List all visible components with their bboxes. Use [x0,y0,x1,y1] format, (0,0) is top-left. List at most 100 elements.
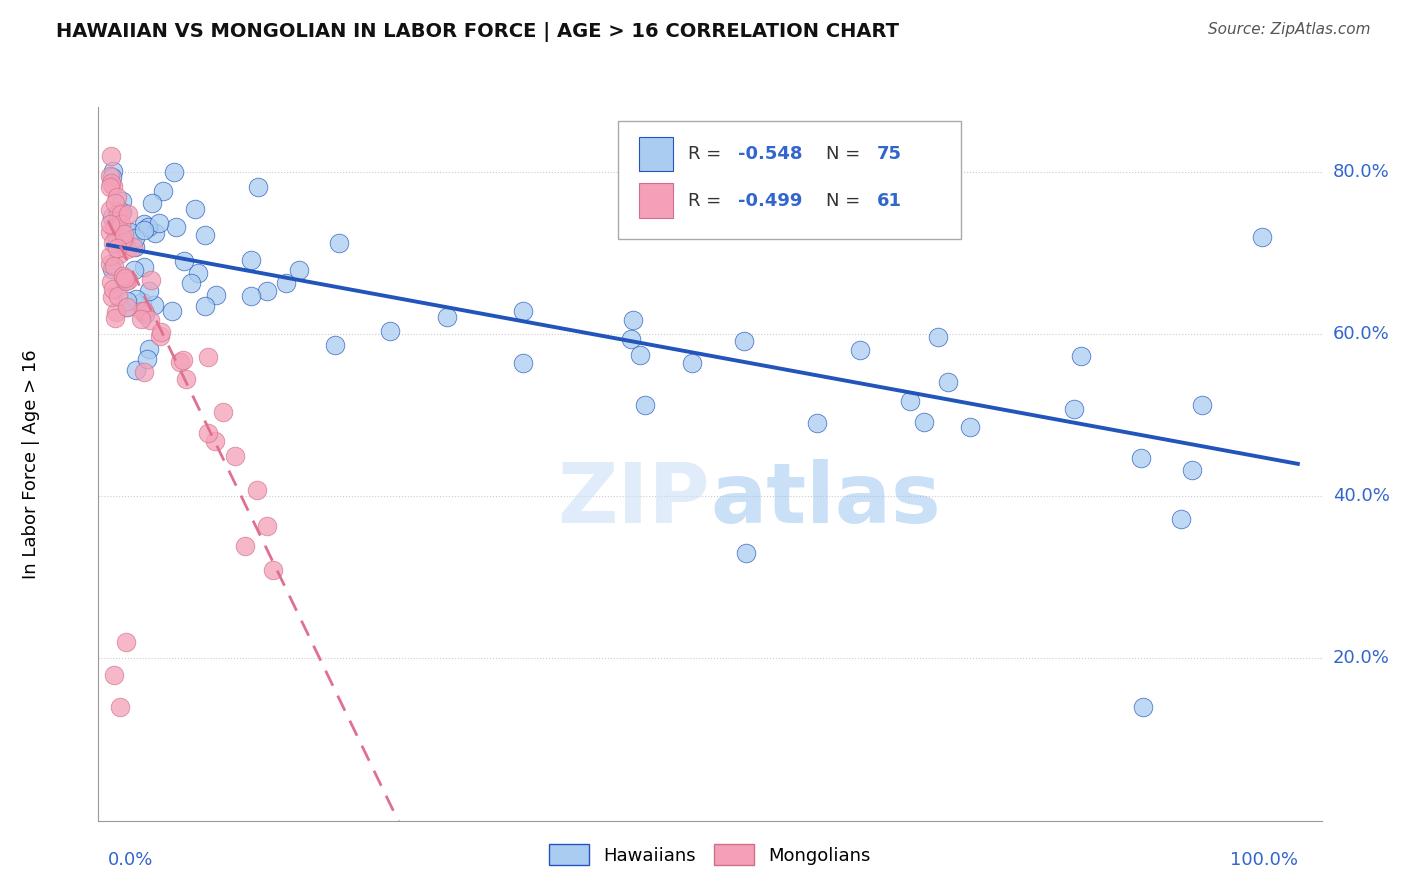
Point [98,217,121,231]
Point [633,398,655,412]
Text: R =: R = [688,145,727,163]
Point [101,170,124,185]
Point [160,304,183,318]
Point [98,180,121,194]
Text: -0.548: -0.548 [738,145,803,163]
Point [328,236,350,251]
Point [1132,700,1154,714]
Point [233,539,256,553]
Point [256,519,278,533]
Text: ZIP: ZIP [558,459,710,540]
Point [100,275,122,289]
Point [131,304,153,318]
Point [1063,402,1085,417]
FancyBboxPatch shape [619,121,960,239]
Point [103,667,125,681]
Point [136,220,159,235]
Point [124,240,146,254]
Point [131,294,153,309]
Point [1191,398,1213,412]
Text: R =: R = [688,192,727,210]
Point [138,342,160,356]
Point [105,241,128,255]
FancyBboxPatch shape [640,137,673,171]
Point [134,303,156,318]
Point [149,328,172,343]
Point [101,282,124,296]
Point [1070,349,1092,363]
Point [197,425,219,440]
Point [621,312,644,326]
FancyBboxPatch shape [640,184,673,218]
Text: atlas: atlas [710,459,941,540]
Point [135,351,157,366]
Text: In Labor Force | Age > 16: In Labor Force | Age > 16 [22,349,41,579]
Point [1181,463,1204,477]
Point [132,365,155,379]
Point [149,325,172,339]
Point [197,350,219,364]
Point [122,240,145,254]
Point [239,252,262,267]
Point [129,312,152,326]
Point [100,249,122,263]
Point [927,330,949,344]
Point [194,300,217,314]
Point [124,293,146,307]
Point [115,293,138,308]
Point [148,216,170,230]
Point [100,149,122,163]
Point [114,635,136,649]
Point [120,225,142,239]
Point [139,273,162,287]
Point [620,333,643,347]
Point [104,310,127,325]
Text: -0.499: -0.499 [738,192,803,210]
Text: N =: N = [827,145,866,163]
Point [165,220,187,235]
Point [378,325,401,339]
Text: HAWAIIAN VS MONGOLIAN IN LABOR FORCE | AGE > 16 CORRELATION CHART: HAWAIIAN VS MONGOLIAN IN LABOR FORCE | A… [56,22,900,42]
Text: Source: ZipAtlas.com: Source: ZipAtlas.com [1208,22,1371,37]
Text: 100.0%: 100.0% [1230,851,1298,869]
Point [194,227,217,242]
Point [122,263,145,277]
Point [132,218,155,232]
Point [103,178,125,193]
Point [172,353,194,368]
Text: 20.0%: 20.0% [1333,649,1389,667]
Text: 0.0%: 0.0% [108,851,153,869]
Point [125,363,148,377]
Point [103,222,125,236]
Point [104,304,127,318]
Point [205,287,228,301]
Point [256,284,278,298]
Text: 75: 75 [876,145,901,163]
Point [180,276,202,290]
Point [112,235,135,249]
Text: 80.0%: 80.0% [1333,163,1389,181]
Point [134,223,156,237]
Point [98,257,121,271]
Point [436,310,458,324]
Point [681,356,703,370]
Point [152,184,174,198]
Point [898,393,921,408]
Point [100,176,122,190]
Point [101,235,124,250]
Point [959,420,981,434]
Point [114,274,136,288]
Point [134,307,156,321]
Point [111,232,134,246]
Point [806,416,828,430]
Point [112,269,135,284]
Point [224,449,246,463]
Point [512,303,534,318]
Point [132,260,155,274]
Text: N =: N = [827,192,866,210]
Point [138,284,160,298]
Point [184,202,207,217]
Point [103,259,125,273]
Point [124,230,146,244]
Point [105,230,128,244]
